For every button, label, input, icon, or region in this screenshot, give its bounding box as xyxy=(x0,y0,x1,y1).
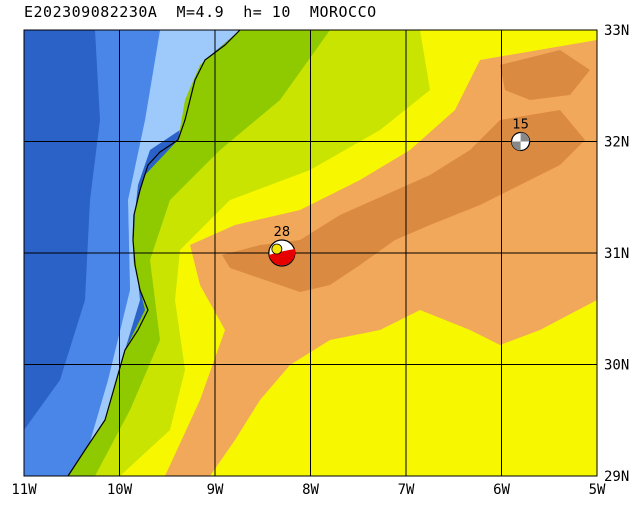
latitude-label: 32N xyxy=(604,135,629,151)
graticule xyxy=(23,29,598,477)
longitude-label: 6W xyxy=(493,482,510,498)
latitude-tick-labels: 33N 32N 31N 30N 29N xyxy=(604,23,629,485)
event-markers: 28 15 xyxy=(268,118,531,267)
longitude-tick-labels: 11W 10W 9W 8W 7W 6W 5W xyxy=(11,482,606,498)
event-marker: 28 xyxy=(268,225,296,267)
event-marker: 15 xyxy=(510,118,531,152)
land-peak-elevation xyxy=(222,110,585,292)
land-peak-elevation-east xyxy=(500,50,590,100)
longitude-label: 5W xyxy=(589,482,606,498)
longitude-label: 9W xyxy=(207,482,224,498)
latitude-label: 33N xyxy=(604,23,629,39)
longitude-label: 8W xyxy=(302,482,319,498)
event-label: 28 xyxy=(274,225,291,240)
map-frame xyxy=(23,29,598,477)
ocean-shallow-region xyxy=(68,30,240,476)
latitude-label: 29N xyxy=(604,469,629,485)
longitude-label: 11W xyxy=(11,482,37,498)
beachball-compression-quadrant xyxy=(268,249,296,266)
coastline xyxy=(67,29,241,477)
longitude-label: 7W xyxy=(398,482,415,498)
longitude-label: 10W xyxy=(107,482,133,498)
beachball-centroid-dot xyxy=(271,243,283,255)
latitude-label: 30N xyxy=(604,358,629,374)
latitude-label: 31N xyxy=(604,246,629,262)
map-title: E202309082230A M=4.9 h= 10 MOROCCO xyxy=(24,3,377,21)
event-label: 15 xyxy=(512,118,529,133)
beachball-compression-quadrant xyxy=(511,132,530,151)
